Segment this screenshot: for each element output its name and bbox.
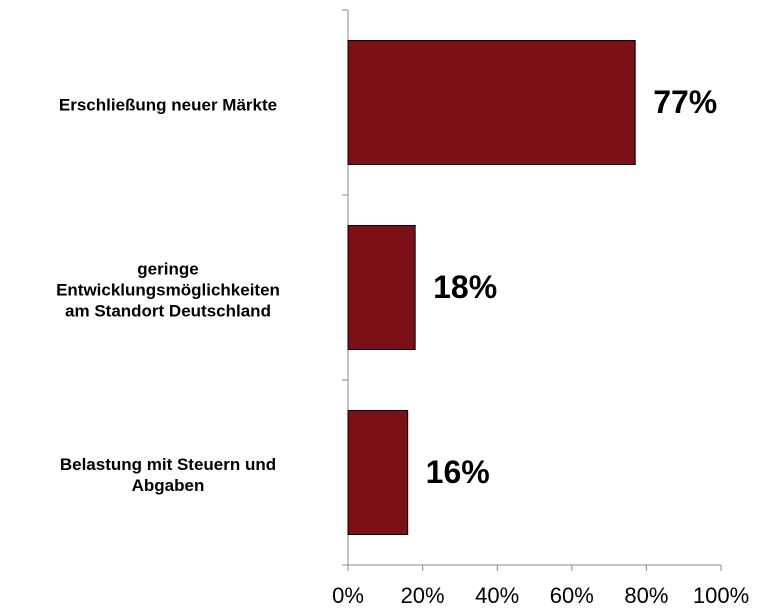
value-label: 16% [426,454,490,490]
category-label: Belastung mit Steuern und Abgaben [59,454,277,495]
bar [347,410,409,535]
value-label: 77% [653,84,717,120]
x-tick-label: 60% [550,583,594,608]
x-tick-label: 0% [332,583,364,608]
bar [347,40,636,165]
x-tick-label: 100% [693,583,749,608]
x-tick-label: 80% [624,583,668,608]
category-label: Erschließung neuer Märkte [58,95,278,114]
x-tick-label: 20% [401,583,445,608]
value-label: 18% [433,269,497,305]
x-tick-label: 40% [475,583,519,608]
category-label: geringe Entwicklungsmöglichkeiten am Sta… [56,259,280,320]
bar [347,225,416,350]
